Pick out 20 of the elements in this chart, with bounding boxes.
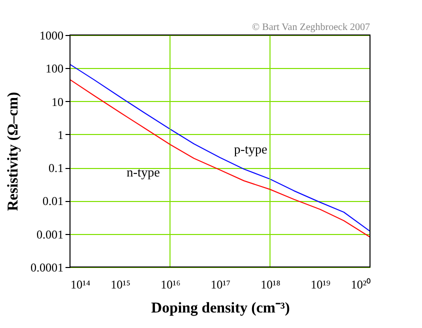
- y-tick-label: 1: [58, 128, 64, 142]
- series-label: p-type: [234, 142, 268, 157]
- y-tick-label: 100: [46, 62, 64, 76]
- series-label: n-type: [126, 164, 160, 180]
- text: © Bart Van Zeghbroeck 2007: [252, 22, 370, 33]
- y-tick-label: 0.01: [42, 194, 64, 208]
- y-tick-label: 0.001: [36, 227, 64, 242]
- x-tick-label: 10²⁰: [350, 278, 370, 292]
- y-tick-label: 1000: [40, 28, 64, 42]
- x-axis-title: Doping density (cm⁻³): [151, 300, 290, 316]
- y-axis-title: Resistivity (Ω–cm): [6, 92, 22, 212]
- x-tick-label: 10¹⁵: [110, 278, 130, 292]
- x-tick-label: 10¹⁹: [310, 278, 330, 292]
- x-tick-label: 10¹⁶: [160, 278, 180, 292]
- x-tick-label: 10¹⁸: [260, 278, 280, 292]
- x-tick-label: 10¹⁷: [210, 278, 230, 292]
- y-tick-label: 0.0001: [30, 260, 64, 274]
- x-tick-label: 10¹⁴: [70, 278, 90, 292]
- y-tick-label: 0.1: [48, 161, 64, 176]
- y-tick-label: 10: [52, 94, 64, 109]
